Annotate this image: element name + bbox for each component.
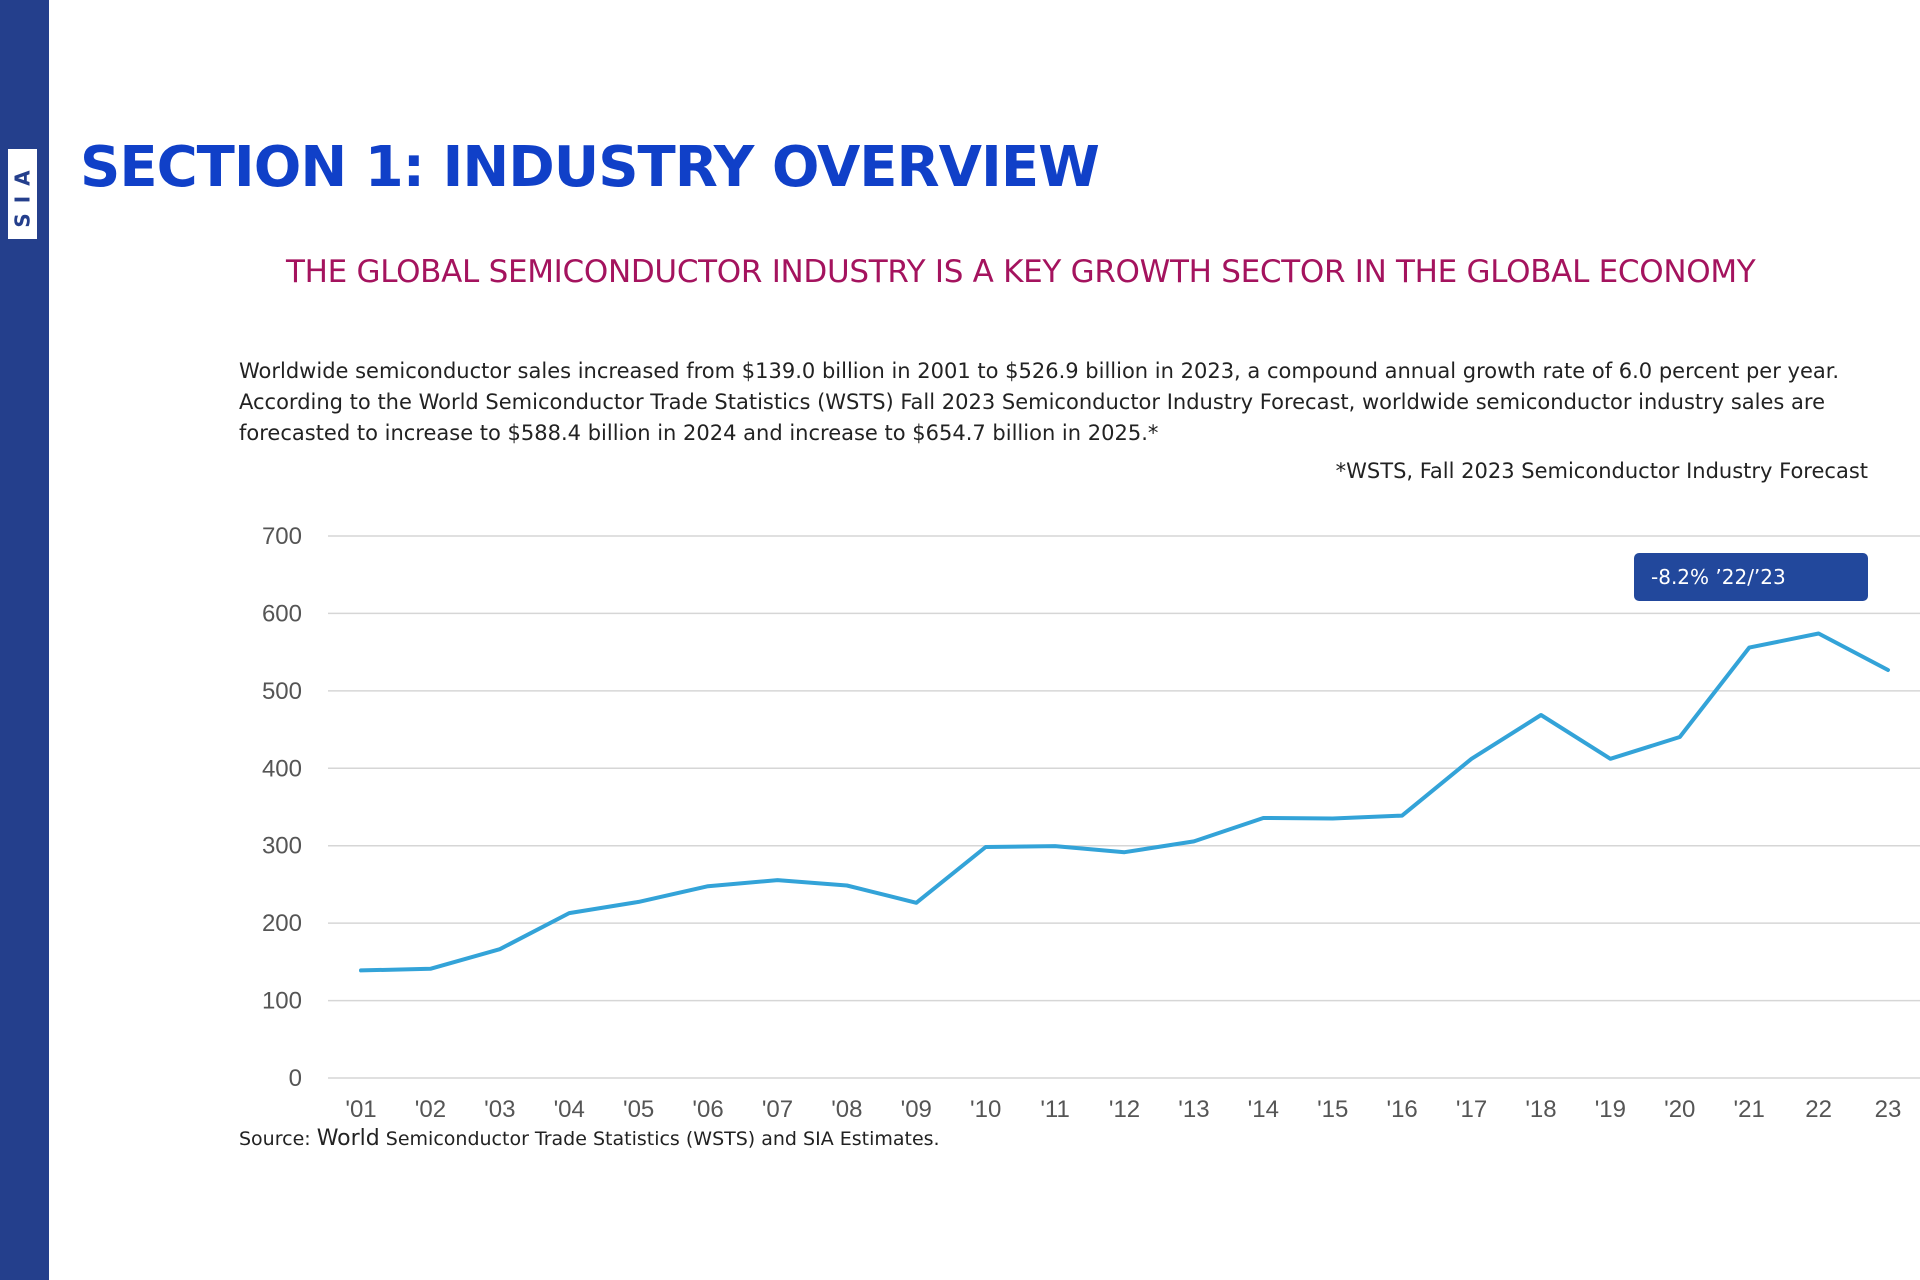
x-tick-label: '15 [1317,1096,1348,1123]
forecast-footnote: *WSTS, Fall 2023 Semiconductor Industry … [1335,459,1868,483]
brand-sidebar: SIA [0,0,49,1280]
sia-logo: SIA [7,148,38,240]
x-tick-label: '05 [623,1096,654,1123]
chart-gridlines [328,535,1920,1079]
x-tick-label: '01 [345,1096,376,1123]
x-tick-label: '04 [554,1096,585,1123]
yoy-change-callout: -8.2% ’22/’23 [1634,553,1868,601]
x-tick-label: '14 [1248,1096,1279,1123]
x-tick-label: '20 [1664,1096,1695,1123]
slide-subtitle: THE GLOBAL SEMICONDUCTOR INDUSTRY IS A K… [286,254,1756,290]
chart-series [359,631,1890,973]
y-tick-label: 600 [262,600,302,627]
y-tick-label: 400 [262,755,302,782]
section-title: SECTION 1: INDUSTRY OVERVIEW [80,135,1100,200]
y-axis-ticks: 0 100 200 300 400 500 600 700 [262,523,302,1092]
x-tick-label: '07 [762,1096,793,1123]
x-tick-label: 23 [1875,1096,1902,1123]
y-tick-label: 500 [262,678,302,705]
x-tick-label: '12 [1109,1096,1140,1123]
summary-text: Worldwide semiconductor sales increased … [239,356,1859,449]
summary-line-1: Worldwide semiconductor sales increased … [239,359,1840,383]
x-tick-label: '09 [901,1096,932,1123]
x-tick-label: '11 [1040,1096,1070,1123]
x-tick-label: '17 [1456,1096,1487,1123]
summary-line-3: forecasted to increase to $588.4 billion… [239,421,1159,445]
x-tick-label: 22 [1805,1096,1832,1123]
source-rest: Semiconductor Trade Statistics (WSTS) an… [379,1128,940,1150]
y-tick-label: 200 [262,910,302,937]
x-tick-label: '08 [831,1096,862,1123]
y-tick-label: 300 [262,833,302,860]
source-prefix: Source: [239,1128,317,1150]
x-tick-label: '21 [1734,1096,1765,1123]
x-axis-ticks: '01 '02 '03 '04 '05 '06 '07 '08 '09 '10 '11 '12 '13 '… [345,1096,1901,1123]
y-tick-label: 0 [289,1065,302,1092]
x-tick-label: '06 [692,1096,723,1123]
x-tick-label: '03 [484,1096,515,1123]
x-tick-label: '16 [1386,1096,1417,1123]
y-tick-label: 700 [262,523,302,550]
source-note: Source: World Semiconductor Trade Statis… [239,1126,940,1151]
x-tick-label: '19 [1595,1096,1626,1123]
x-tick-label: '02 [415,1096,446,1123]
y-tick-label: 100 [262,988,302,1015]
series-line [359,631,1890,973]
x-tick-label: '18 [1525,1096,1556,1123]
x-tick-label: '13 [1178,1096,1209,1123]
summary-line-2: According to the World Semiconductor Tra… [239,390,1826,414]
x-tick-label: '10 [970,1096,1001,1123]
source-emphasis: World [316,1126,380,1151]
